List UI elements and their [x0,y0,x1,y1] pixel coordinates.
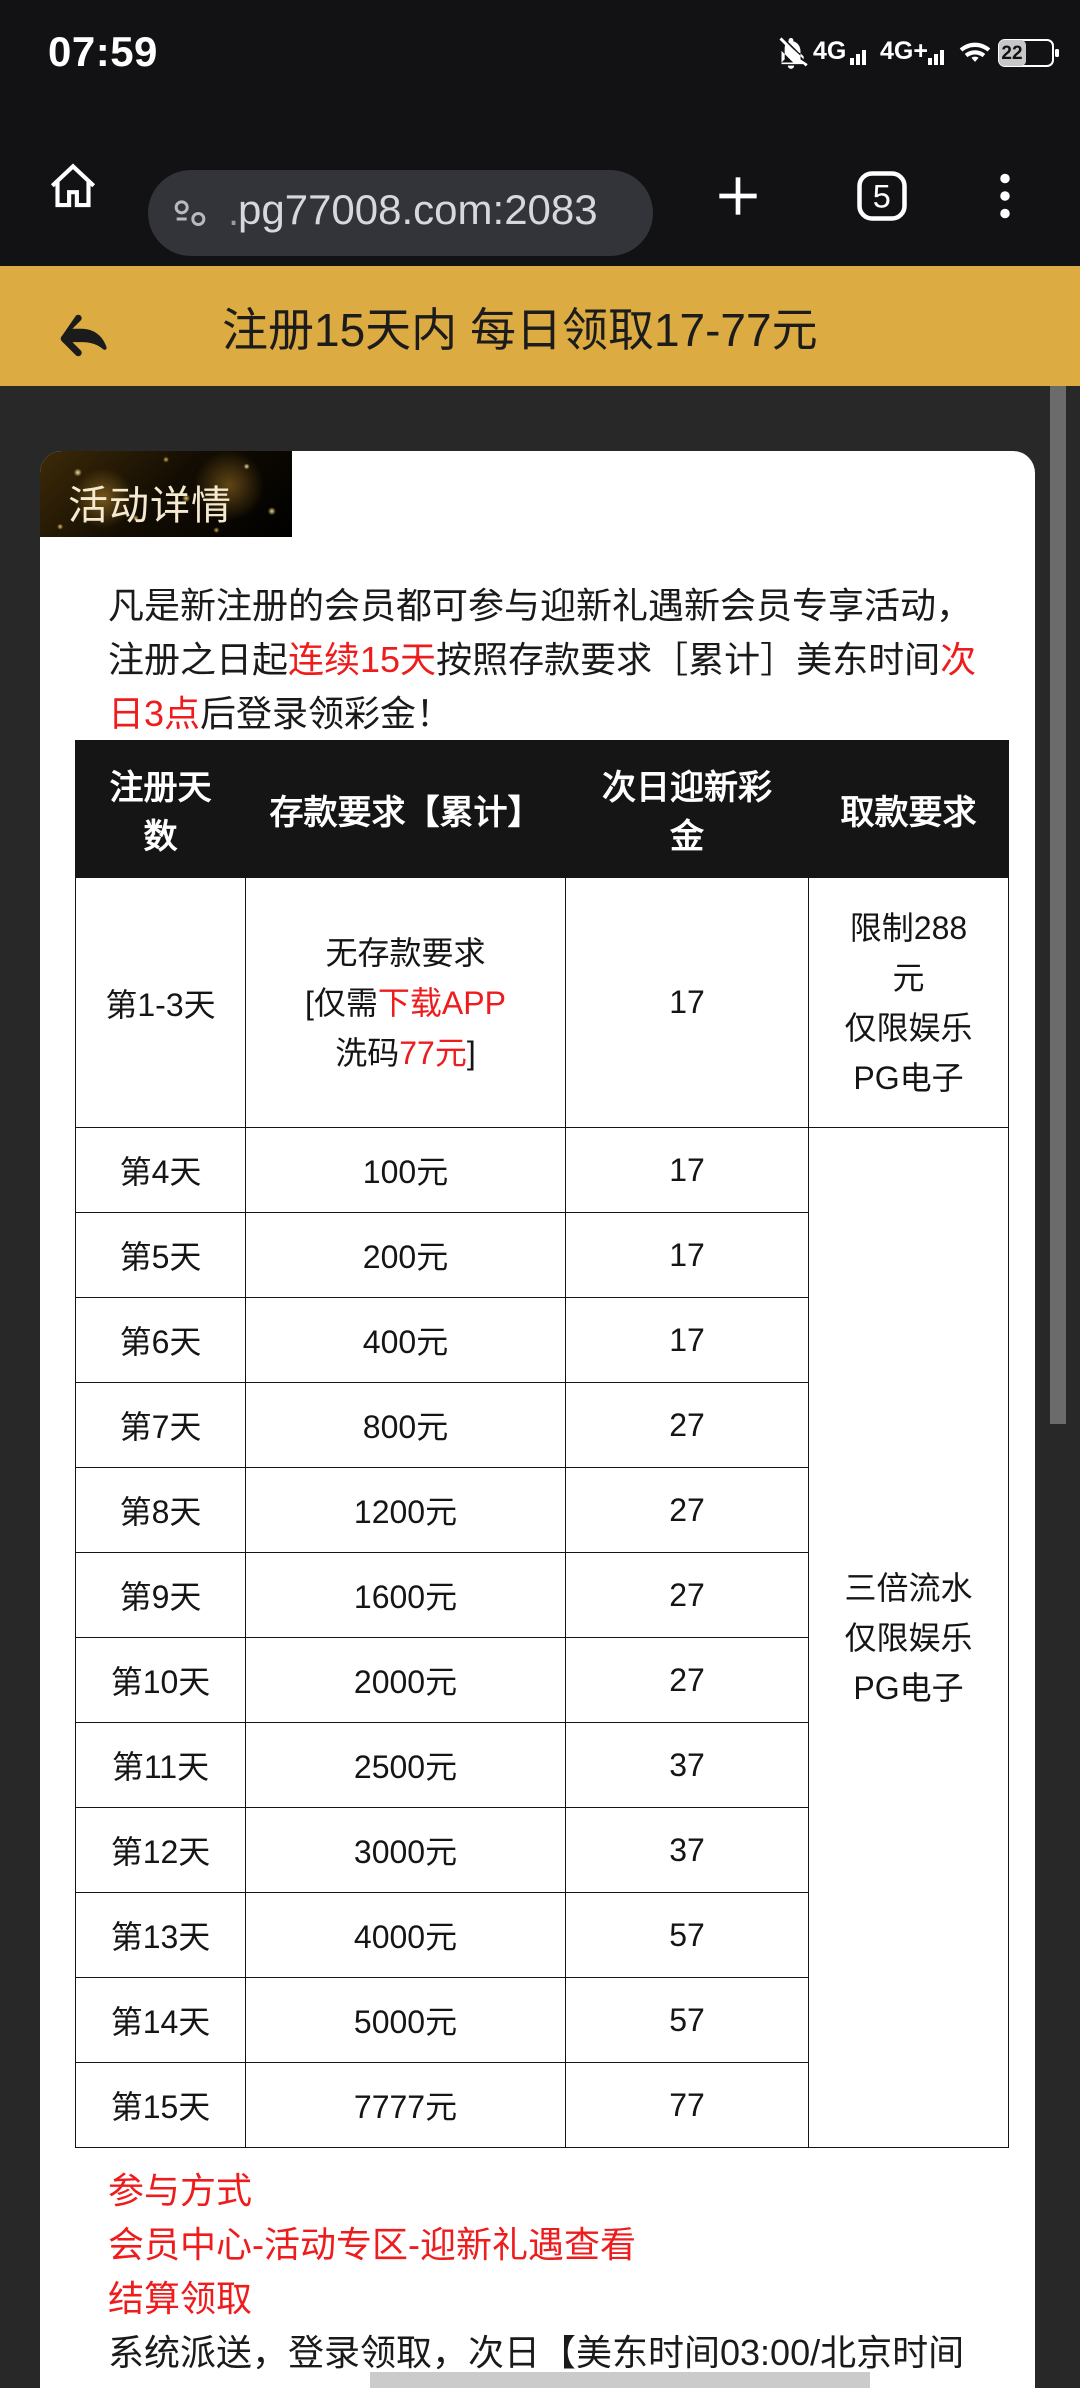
svg-text:22: 22 [1001,43,1022,64]
svg-text:5: 5 [873,178,891,214]
